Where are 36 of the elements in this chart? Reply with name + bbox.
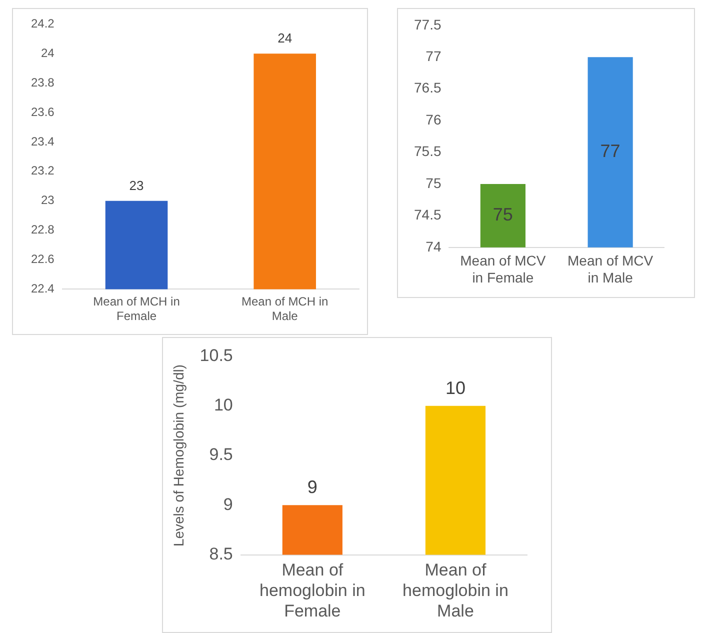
y-tick-label: 75 <box>426 174 442 191</box>
x-tick-label: Mean of MCV in Male <box>568 252 654 286</box>
y-tick-label: 23.2 <box>30 164 55 178</box>
y-tick-label: 76.5 <box>414 80 442 96</box>
y-tick-label: 23 <box>40 193 55 208</box>
data-label: 23 <box>129 178 144 193</box>
x-tick-label: Mean of hemoglobin in Male <box>402 560 508 620</box>
y-tick-label: 74.5 <box>414 206 442 223</box>
y-axis-title: Levels of Hemoglobin (mg/dl) <box>170 364 186 547</box>
y-tick-label: 24 <box>40 46 55 60</box>
y-tick-label: 23.6 <box>30 104 55 119</box>
data-label: 9 <box>307 477 318 498</box>
y-tick-label: 9 <box>223 494 233 514</box>
y-tick-label: 77.5 <box>414 16 442 32</box>
y-tick-label: 10.5 <box>200 346 233 365</box>
data-label: 77 <box>600 141 620 162</box>
x-tick-label: Mean of MCH in Female <box>93 294 180 324</box>
y-tick-label: 22.6 <box>30 252 55 266</box>
x-tick-label: Mean of hemoglobin in Female <box>259 560 366 620</box>
y-tick-label: 22.4 <box>30 282 55 296</box>
y-tick-label: 24.2 <box>30 16 55 31</box>
y-tick-label: 74 <box>426 238 442 254</box>
y-tick-label: 9.5 <box>209 445 233 464</box>
y-tick-label: 76 <box>426 111 442 128</box>
x-tick-label: Mean of MCV in Female <box>460 252 546 286</box>
y-tick-label: 23.8 <box>30 75 55 90</box>
data-label: 75 <box>492 204 513 225</box>
y-tick-label: 10 <box>214 396 233 415</box>
x-tick-label: Mean of MCH in Male <box>241 294 328 324</box>
y-tick-label: 77 <box>426 48 442 64</box>
data-label: 10 <box>445 378 466 398</box>
y-tick-label: 8.5 <box>209 544 233 564</box>
data-label: 24 <box>278 30 292 46</box>
y-tick-label: 22.8 <box>30 222 55 237</box>
y-tick-label: 23.4 <box>30 134 55 148</box>
y-tick-label: 75.5 <box>414 143 442 160</box>
